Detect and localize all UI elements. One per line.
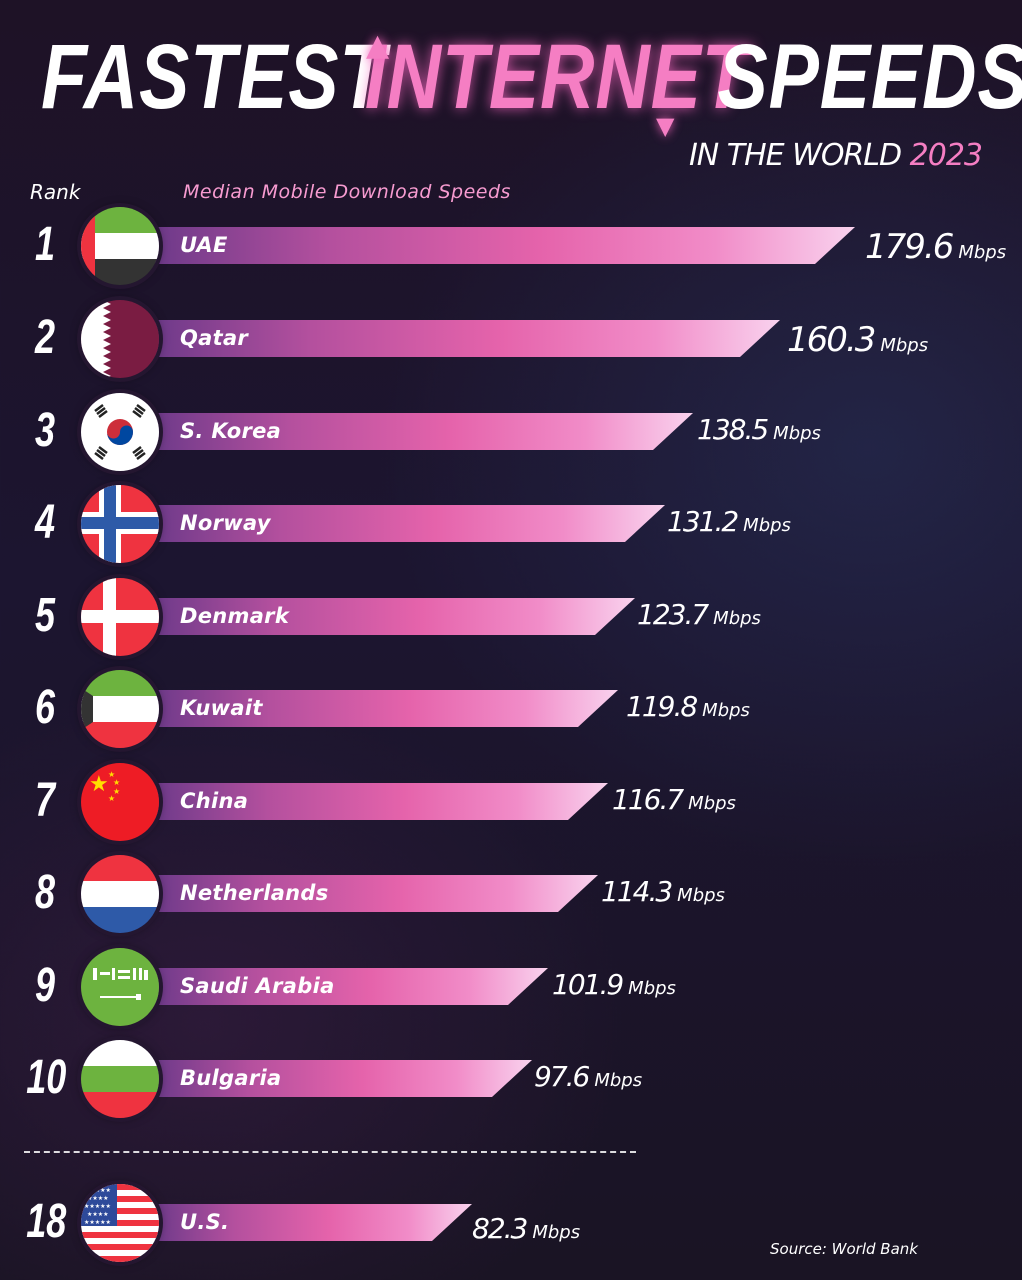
value-label: 114.3 Mbps bbox=[601, 875, 725, 908]
chart-row: 4 Norway 131.2 Mbps bbox=[0, 483, 1022, 563]
norway-flag-icon bbox=[81, 485, 159, 563]
title-word-internet: INTERNET bbox=[364, 26, 749, 128]
arrow-down-icon: ▼ bbox=[656, 112, 675, 140]
value-label: 131.2 Mbps bbox=[667, 505, 791, 538]
chart-row: 5 Denmark 123.7 Mbps bbox=[0, 576, 1022, 656]
rank-number: 1 bbox=[34, 218, 56, 271]
bar bbox=[155, 505, 665, 542]
chart-row: 9 Saudi Arabia 101.9 Mbps bbox=[0, 946, 1022, 1026]
rank-number: 5 bbox=[34, 589, 56, 642]
chart-row: 7 ★ ★ ★ ★ ★ China 116.7 Mbps bbox=[0, 761, 1022, 841]
rank-number: 7 bbox=[34, 774, 56, 827]
rank-number: 3 bbox=[34, 404, 56, 457]
rank-number: 2 bbox=[34, 311, 56, 364]
svg-text:★★★★★: ★★★★★ bbox=[84, 1187, 111, 1194]
rank-number: 18 bbox=[26, 1195, 67, 1248]
qatar-flag-icon bbox=[81, 300, 159, 378]
svg-text:★★★★★: ★★★★★ bbox=[84, 1203, 111, 1210]
us-flag-icon: ★★★★★ ★★★★ ★★★★★ ★★★★ ★★★★★ bbox=[81, 1184, 159, 1262]
chart-row: 10 Bulgaria 97.6 Mbps bbox=[0, 1038, 1022, 1118]
kuwait-flag-icon bbox=[81, 670, 159, 748]
rank-number: 8 bbox=[34, 866, 56, 919]
rank-column-header: Rank bbox=[30, 180, 81, 204]
bar bbox=[155, 1204, 472, 1241]
country-label: Norway bbox=[180, 511, 271, 535]
country-label: Netherlands bbox=[180, 881, 329, 905]
china-flag-icon: ★ ★ ★ ★ ★ bbox=[81, 763, 159, 841]
bar bbox=[155, 783, 608, 820]
value-label: 101.9 Mbps bbox=[552, 968, 676, 1001]
value-label: 116.7 Mbps bbox=[612, 783, 736, 816]
rank-number: 10 bbox=[26, 1051, 67, 1104]
rank-number: 4 bbox=[34, 496, 56, 549]
dashed-divider bbox=[24, 1151, 636, 1153]
svg-text:★: ★ bbox=[108, 770, 115, 779]
south-korea-flag-icon bbox=[81, 393, 159, 471]
country-label: S. Korea bbox=[180, 419, 282, 443]
value-label: 97.6 Mbps bbox=[534, 1060, 643, 1093]
value-label: 123.7 Mbps bbox=[637, 598, 761, 631]
bar bbox=[155, 598, 635, 635]
source-credit: Source: World Bank bbox=[770, 1240, 918, 1258]
value-label: 119.8 Mbps bbox=[626, 690, 750, 723]
bar bbox=[155, 413, 693, 450]
country-label: Kuwait bbox=[180, 696, 263, 720]
chart-row: 3 S. Korea 138.5 Mbps bbox=[0, 391, 1022, 471]
svg-text:★★★★: ★★★★ bbox=[87, 1211, 109, 1218]
chart-row: 1 UAE 179.6 Mbps bbox=[0, 205, 1022, 285]
value-label: 160.3 Mbps bbox=[787, 320, 929, 360]
bar bbox=[155, 227, 855, 264]
rank-number: 9 bbox=[34, 959, 56, 1012]
country-label: Denmark bbox=[180, 604, 290, 628]
value-label: 179.6 Mbps bbox=[865, 227, 1007, 267]
svg-text:★: ★ bbox=[113, 787, 120, 796]
bar bbox=[155, 1060, 532, 1097]
country-label: China bbox=[180, 789, 249, 813]
netherlands-flag-icon bbox=[81, 855, 159, 933]
title-word-speeds: SPEEDS bbox=[717, 26, 1022, 128]
denmark-flag-icon bbox=[81, 578, 159, 656]
country-label: Saudi Arabia bbox=[180, 974, 335, 998]
chart-row: 18 ★★★★★ ★★★★ ★★★★★ ★★★★ ★★★★★ U.S. 82.3 Mbps bbox=[0, 1182, 1022, 1262]
bulgaria-flag-icon bbox=[81, 1040, 159, 1118]
chart-row: 6 Kuwait 119.8 Mbps bbox=[0, 668, 1022, 748]
bar bbox=[155, 875, 598, 912]
rank-number: 6 bbox=[34, 681, 56, 734]
svg-text:★: ★ bbox=[113, 778, 120, 787]
chart-row: 2 Qatar 160.3 Mbps bbox=[0, 298, 1022, 378]
country-label: Bulgaria bbox=[180, 1066, 282, 1090]
saudi-arabia-flag-icon bbox=[81, 948, 159, 1026]
svg-text:★: ★ bbox=[89, 772, 109, 797]
subtitle: IN THE WORLD 2023 bbox=[688, 138, 983, 173]
metric-header: Median Mobile Download Speeds bbox=[183, 181, 511, 203]
bar bbox=[155, 968, 548, 1005]
chart-row: 8 Netherlands 114.3 Mbps bbox=[0, 853, 1022, 933]
page-title: FASTEST INTERNET SPEEDS bbox=[0, 22, 1022, 132]
subtitle-year: 2023 bbox=[909, 138, 983, 173]
country-label: Qatar bbox=[180, 326, 249, 350]
svg-text:★: ★ bbox=[108, 794, 115, 803]
country-label: U.S. bbox=[180, 1210, 230, 1234]
bar bbox=[155, 690, 618, 727]
arrow-up-icon: ▲ bbox=[366, 28, 390, 63]
subtitle-prefix: IN THE WORLD bbox=[688, 138, 902, 173]
bar bbox=[155, 320, 780, 357]
title-word-fastest: FASTEST bbox=[41, 26, 387, 128]
country-label: UAE bbox=[180, 233, 228, 257]
value-label: 82.3 Mbps bbox=[472, 1212, 581, 1245]
value-label: 138.5 Mbps bbox=[697, 413, 821, 446]
uae-flag-icon bbox=[81, 207, 159, 285]
svg-text:★★★★: ★★★★ bbox=[87, 1195, 109, 1202]
svg-text:★★★★★: ★★★★★ bbox=[84, 1219, 111, 1226]
